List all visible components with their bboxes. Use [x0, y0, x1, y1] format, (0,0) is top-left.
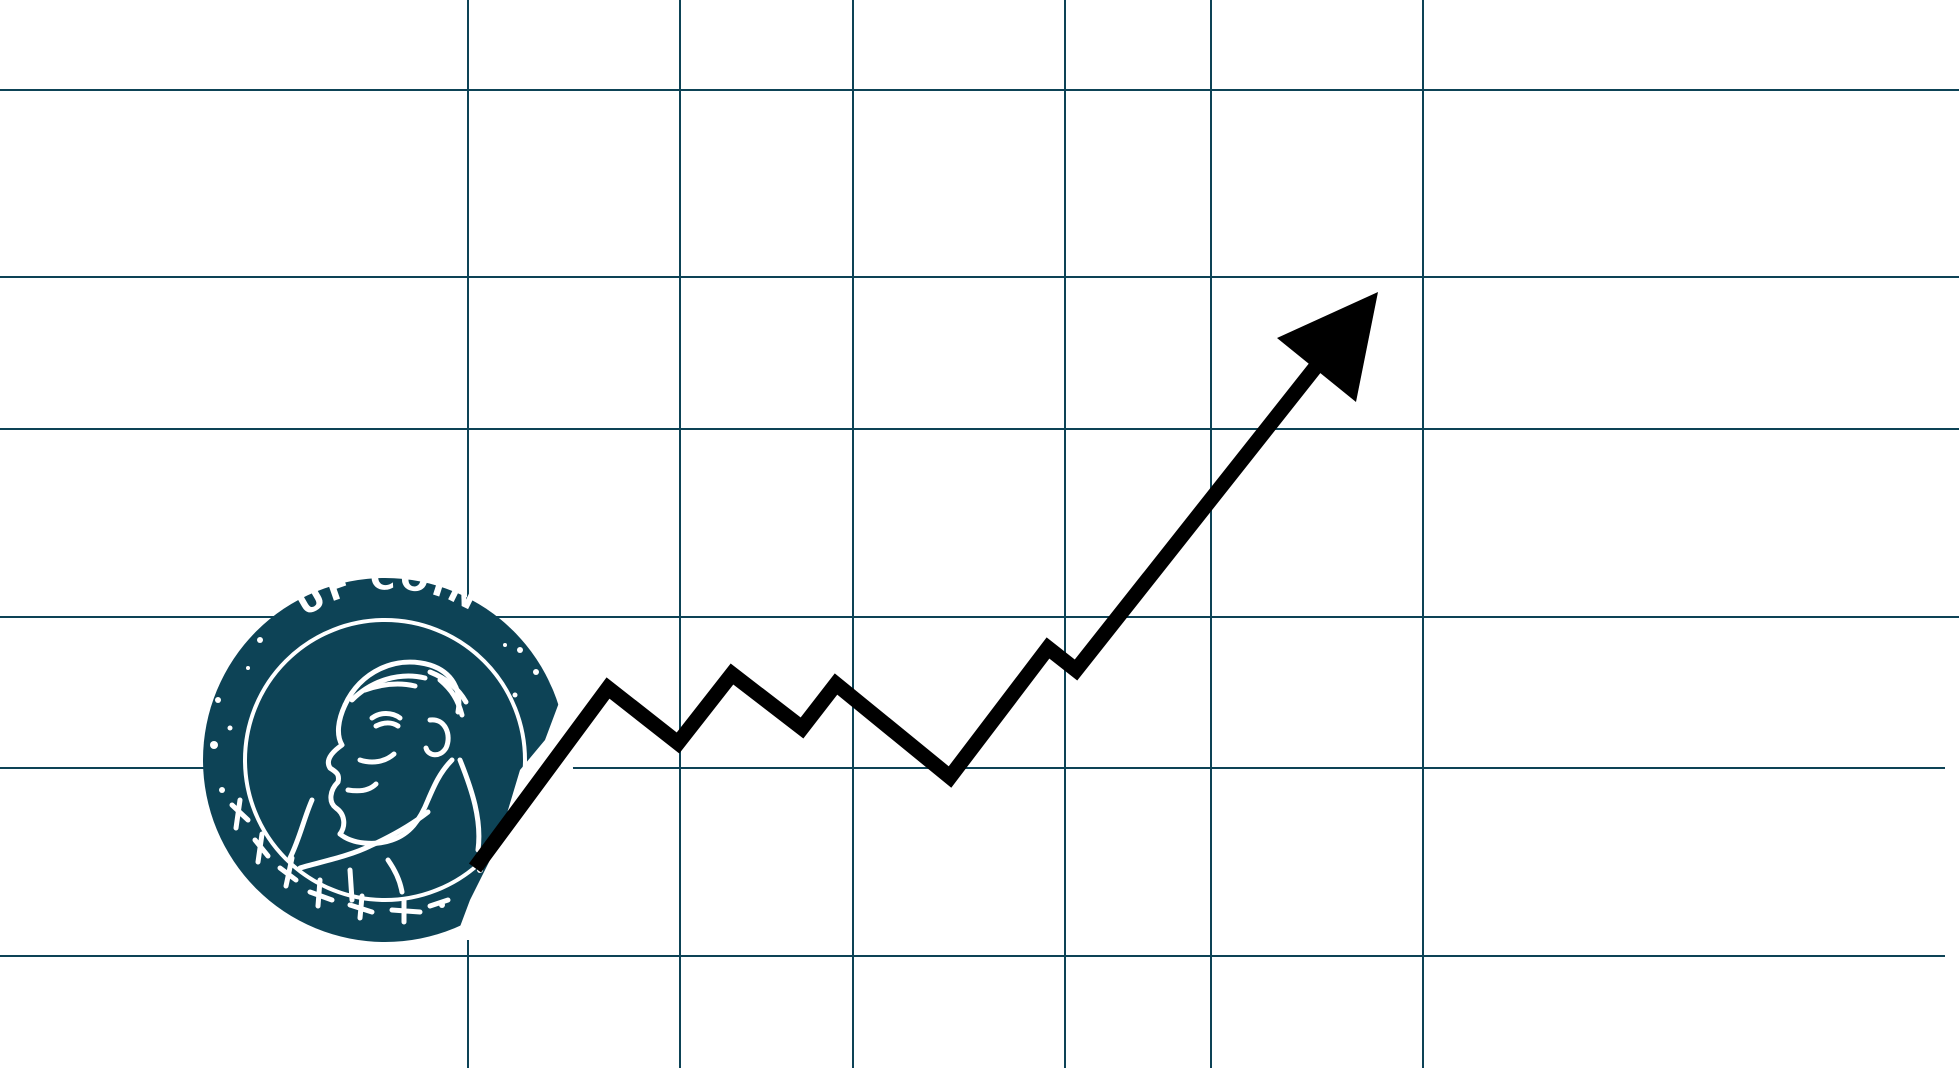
coin-bottom-lettering-art [229, 797, 451, 925]
portrait-coin-logo: UF COIN [203, 558, 575, 942]
trend-arrow-icon [468, 292, 1378, 873]
coin-portrait [287, 659, 482, 903]
trend-line [468, 359, 1324, 873]
coin-edge-texture [210, 637, 539, 908]
trend-arrowhead [1277, 292, 1378, 402]
coin-inner-ring [243, 618, 527, 902]
